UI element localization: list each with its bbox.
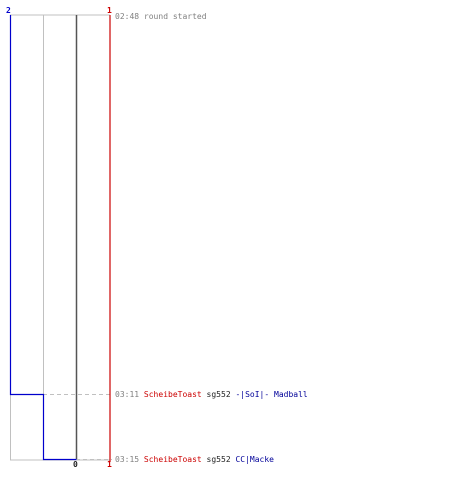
event-kill: 03:15 ScheibeToast sg552 CC|Macke xyxy=(115,455,274,464)
zero-marker-label: 0 xyxy=(73,460,78,469)
event-time: 03:15 xyxy=(115,455,140,464)
event-text: round started xyxy=(143,12,207,21)
event-time: 02:48 xyxy=(115,12,140,21)
blue-team-count-top: 2 xyxy=(6,6,11,15)
red-team-count-bottom: 1 xyxy=(107,460,112,469)
event-killer: ScheibeToast xyxy=(143,390,202,399)
red-team-count-top: 1 xyxy=(107,6,112,15)
blue-team-line xyxy=(9,15,77,461)
event-kill: 03:11 ScheibeToast sg552 -|SoI|- Madball xyxy=(115,390,308,399)
event-time: 03:11 xyxy=(115,390,140,399)
event-round-started: 02:48 round started xyxy=(115,12,207,21)
event-victim: CC|Macke xyxy=(235,455,274,464)
event-weapon: sg552 xyxy=(206,455,231,464)
event-victim: -|SoI|- Madball xyxy=(235,390,308,399)
event-killer: ScheibeToast xyxy=(143,455,202,464)
event-weapon: sg552 xyxy=(206,390,231,399)
